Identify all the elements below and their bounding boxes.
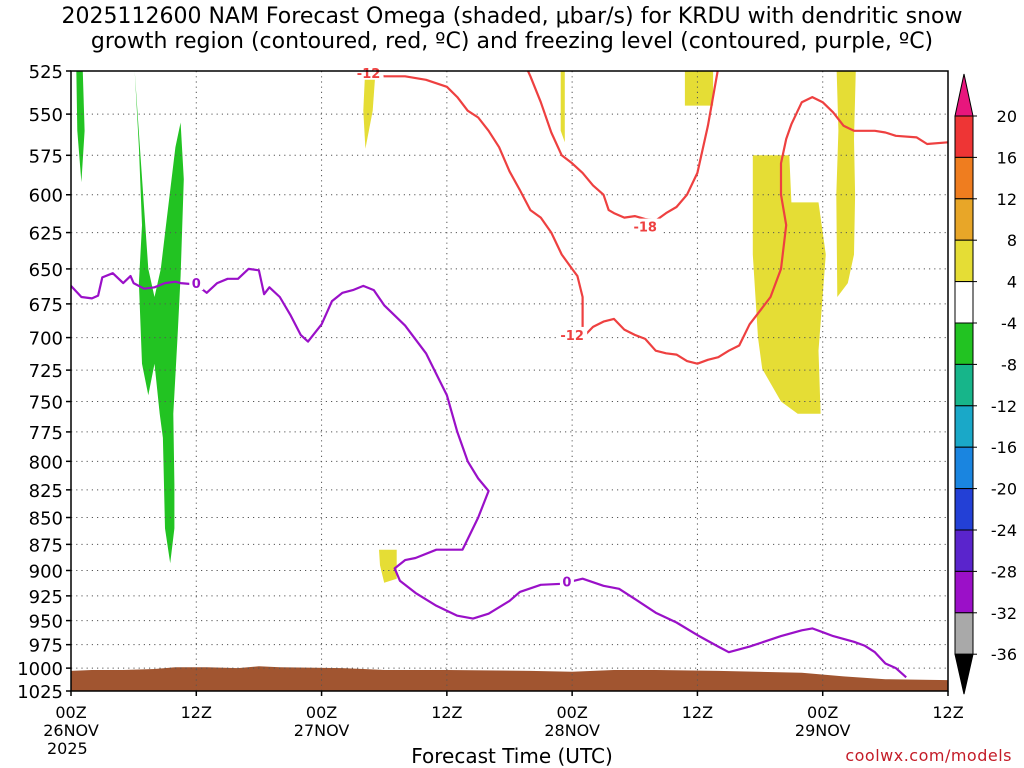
x-date-label-48: 28NOV	[544, 721, 600, 740]
y-tick-label-850: 850	[29, 509, 63, 530]
ground-fill	[71, 666, 948, 691]
x-year-label: 2025	[47, 739, 88, 758]
dgz-minus12-label-2: -12	[560, 329, 584, 344]
chart-title-line1: 2025112600 NAM Forecast Omega (shaded, μ…	[61, 4, 963, 29]
colorbar-top-arrow	[954, 73, 974, 117]
omega-positive-region-3	[684, 71, 714, 106]
colorbar-swatch-8	[954, 446, 974, 490]
omega-positive-region-5	[836, 71, 856, 297]
colorbar-swatch-9	[954, 488, 974, 531]
colorbar-label-2: 12	[997, 190, 1017, 209]
dgz-minus18-label-bg	[630, 218, 661, 234]
colorbar-swatch-12	[954, 612, 974, 655]
y-tick-label-775: 775	[29, 423, 63, 444]
y-tick-label-800: 800	[29, 452, 63, 473]
y-tick-label-625: 625	[29, 224, 63, 245]
colorbar-label-9: -20	[991, 480, 1017, 499]
colorbar-swatch-10	[954, 529, 974, 572]
freezing-level-label-2-bg	[559, 573, 574, 589]
colorbar-label-10: -24	[991, 521, 1017, 540]
chart-title: 2025112600 NAM Forecast Omega (shaded, μ…	[0, 4, 1024, 54]
x-tick-label-72: 00Z	[807, 703, 838, 722]
y-tick-label-525: 525	[29, 62, 63, 83]
colorbar-label-1: 16	[997, 148, 1017, 167]
freezing-level-label-2: 0	[562, 576, 571, 591]
colorbar-label-11: -28	[991, 562, 1017, 581]
colorbar-label-5: -4	[1001, 314, 1017, 333]
omega-positive-region-1	[379, 549, 397, 583]
freezing-level-label-1-bg	[189, 275, 204, 291]
freezing-level-line	[71, 267, 907, 679]
y-tick-label-900: 900	[29, 561, 63, 582]
omega-positive-region-4	[752, 155, 826, 414]
colorbar-label-4: 4	[1007, 273, 1017, 292]
colorbar-label-6: -8	[1001, 355, 1017, 374]
y-tick-label-575: 575	[29, 146, 63, 167]
y-tick-label-875: 875	[29, 535, 63, 556]
y-tick-label-825: 825	[29, 481, 63, 502]
x-tick-label-60: 12Z	[682, 703, 713, 722]
y-tick-label-1000: 1000	[17, 659, 63, 680]
freezing-level-label-1: 0	[192, 277, 201, 292]
y-tick-label-650: 650	[29, 260, 63, 281]
colorbar-label-12: -32	[991, 604, 1017, 623]
colorbar-label-7: -12	[991, 397, 1017, 416]
colorbar-swatch-5	[954, 322, 974, 365]
x-tick-label-12: 12Z	[181, 703, 212, 722]
colorbar-swatch-6	[954, 363, 974, 407]
dgz-minus18-label: -18	[633, 221, 657, 236]
colorbar-swatch-11	[954, 570, 974, 614]
dgz-minus12-line	[365, 71, 948, 365]
x-date-label-24: 27NOV	[294, 721, 350, 740]
dgz-minus12-label-1: -12	[357, 67, 381, 82]
colorbar-swatch-3	[954, 239, 974, 283]
y-tick-label-1025: 1025	[17, 682, 63, 703]
colorbar-label-8: -16	[991, 438, 1017, 457]
colorbar-swatch-1	[954, 156, 974, 200]
colorbar-label-3: 8	[1007, 231, 1017, 250]
y-tick-label-600: 600	[29, 186, 63, 207]
plot-frame	[70, 70, 949, 692]
credit-link[interactable]: coolwx.com/models	[845, 746, 1012, 765]
colorbar-swatch-0	[954, 115, 974, 158]
colorbar-label-0: 20	[997, 107, 1017, 126]
dgz-minus18-line	[526, 71, 719, 222]
y-tick-label-925: 925	[29, 587, 63, 608]
omega-positive-region-0	[363, 71, 376, 149]
colorbar-swatch-2	[954, 198, 974, 241]
y-tick-label-700: 700	[29, 329, 63, 350]
dgz-minus12-label-2-bg	[557, 326, 588, 342]
x-date-label-72: 29NOV	[795, 721, 851, 740]
omega-positive-region-2	[560, 71, 565, 143]
x-date-label-0: 26NOV	[43, 721, 99, 740]
x-tick-label-24: 00Z	[306, 703, 337, 722]
chart-title-line2: growth region (contoured, red, ºC) and f…	[90, 29, 934, 54]
colorbar-swatch-7	[954, 405, 974, 448]
colorbar-swatch-4	[954, 281, 974, 324]
omega-negative-region-1	[134, 71, 184, 564]
y-tick-label-675: 675	[29, 295, 63, 316]
x-tick-label-48: 00Z	[556, 703, 587, 722]
y-tick-label-975: 975	[29, 636, 63, 657]
y-tick-label-550: 550	[29, 105, 63, 126]
y-tick-label-950: 950	[29, 612, 63, 633]
dgz-minus12-label-1-bg	[353, 64, 384, 80]
x-tick-label-84: 12Z	[932, 703, 963, 722]
x-tick-label-0: 00Z	[55, 703, 86, 722]
y-tick-label-750: 750	[29, 393, 63, 414]
colorbar-bottom-arrow	[954, 653, 974, 695]
omega-negative-region-0	[76, 71, 85, 183]
colorbar-label-13: -36	[991, 645, 1017, 664]
y-tick-label-725: 725	[29, 361, 63, 382]
x-tick-label-36: 12Z	[431, 703, 462, 722]
x-axis-title: Forecast Time (UTC)	[411, 744, 613, 768]
